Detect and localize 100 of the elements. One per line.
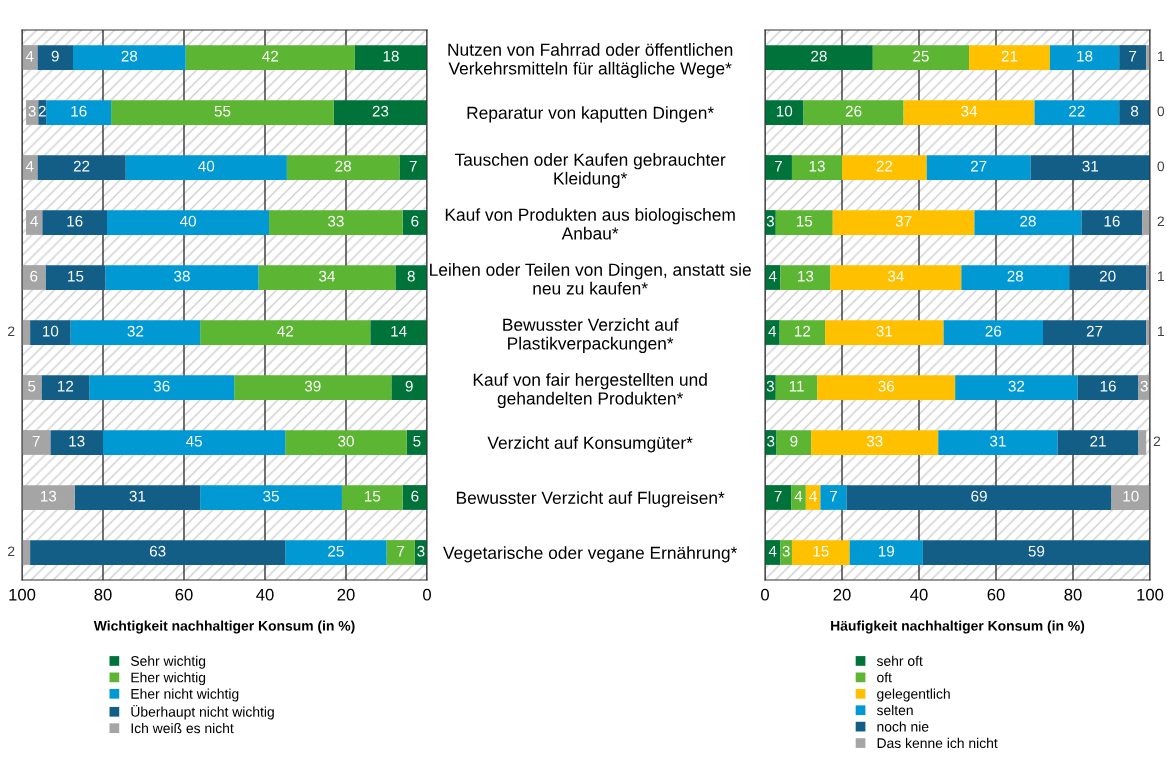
- data-label: 4: [30, 215, 38, 227]
- legend-label: Ich weiß es nicht: [131, 722, 234, 734]
- data-label: 10: [43, 325, 59, 337]
- x-axis-title: Wichtigkeit nachhaltiger Konsum (in %): [93, 620, 355, 634]
- bar: [922, 540, 1150, 565]
- bar: [805, 485, 821, 510]
- x-axis-title: Häufigkeit nachhaltiger Konsum (in %): [831, 620, 1085, 634]
- bar: [74, 485, 201, 510]
- data-label: 18: [1077, 50, 1093, 62]
- data-label: 4: [794, 490, 803, 502]
- data-label: 27: [970, 160, 987, 172]
- bar: [125, 155, 287, 180]
- data-label: 22: [876, 160, 893, 172]
- bar: [46, 100, 112, 125]
- data-label: 1: [1158, 51, 1164, 62]
- data-label: 32: [1008, 380, 1025, 392]
- bar: [811, 430, 939, 455]
- bar: [341, 485, 403, 510]
- bar: [50, 430, 103, 455]
- bar: [765, 45, 873, 70]
- bar: [765, 485, 792, 510]
- data-label: 3: [417, 545, 425, 557]
- bar: [872, 45, 970, 70]
- data-label: 63: [149, 545, 166, 557]
- x-tick-label: 100: [1137, 588, 1164, 601]
- data-label: 3: [28, 105, 36, 117]
- bar: [830, 265, 962, 290]
- bar: [1034, 100, 1120, 125]
- x-tick-label: 20: [337, 588, 355, 601]
- bar: [42, 210, 108, 235]
- data-label: 22: [1069, 105, 1085, 117]
- data-label: 4: [768, 270, 777, 282]
- data-label: 9: [405, 380, 413, 392]
- data-label: 16: [71, 105, 87, 117]
- bar: [1138, 430, 1147, 455]
- data-label: 2: [1157, 216, 1164, 227]
- bar: [765, 155, 792, 180]
- bar: [30, 320, 71, 345]
- x-tick-label: 40: [256, 588, 274, 601]
- bar: [111, 100, 334, 125]
- data-label: 42: [262, 50, 278, 62]
- legend-label: sehr oft: [876, 655, 923, 666]
- data-label: 13: [69, 435, 85, 447]
- data-label: 21: [1090, 435, 1106, 447]
- bar: [26, 210, 43, 235]
- data-label: 31: [990, 435, 1006, 447]
- data-label: 23: [372, 105, 389, 117]
- x-tick-label: 20: [833, 588, 851, 601]
- bar: [30, 540, 286, 565]
- data-label: 45: [185, 435, 202, 447]
- data-label: 16: [67, 215, 83, 227]
- data-label: 5: [28, 380, 36, 392]
- legend-label: Eher wichtig: [131, 672, 206, 686]
- data-label: 59: [1028, 545, 1045, 557]
- bar: [1111, 485, 1150, 510]
- bar: [37, 155, 126, 180]
- data-label: 7: [1129, 50, 1137, 62]
- bar: [285, 540, 387, 565]
- bar: [1119, 100, 1150, 125]
- bar: [107, 210, 270, 235]
- bar: [370, 320, 427, 345]
- data-label: 12: [795, 325, 811, 337]
- data-label: 3: [766, 215, 774, 227]
- bar: [791, 155, 842, 180]
- data-label: 4: [25, 50, 34, 62]
- bar: [354, 45, 427, 70]
- data-label: 32: [127, 325, 144, 337]
- data-label: 40: [198, 160, 215, 172]
- legend-label: Überhaupt nicht wichtig: [131, 705, 274, 720]
- bar: [22, 430, 51, 455]
- bar: [1049, 45, 1120, 70]
- data-label: 37: [895, 215, 912, 227]
- bar: [775, 375, 818, 400]
- bar: [765, 100, 804, 125]
- bar: [846, 485, 1112, 510]
- data-label: 1: [1158, 271, 1164, 282]
- data-label: 15: [364, 490, 381, 502]
- data-label: 21: [1001, 50, 1018, 62]
- y-tick-label: Kauf von Produkten aus biologischem Anbau*: [445, 208, 735, 240]
- bar: [386, 540, 415, 565]
- legend-label: oft: [877, 672, 892, 683]
- bar: [779, 320, 826, 345]
- bar: [955, 375, 1078, 400]
- bar: [961, 265, 1070, 290]
- bar: [1077, 375, 1139, 400]
- bar: [22, 485, 75, 510]
- bar: [1069, 265, 1147, 290]
- data-label: 0: [1157, 161, 1165, 172]
- bar: [200, 485, 342, 510]
- data-label: 7: [397, 545, 405, 557]
- bar: [391, 375, 427, 400]
- data-label: 25: [913, 50, 929, 62]
- data-label: 36: [878, 380, 895, 392]
- data-label: 19: [878, 545, 895, 557]
- bar: [969, 45, 1050, 70]
- data-label: 31: [876, 325, 893, 337]
- data-label: 28: [811, 50, 827, 62]
- data-label: 4: [25, 160, 34, 172]
- bar: [285, 430, 407, 455]
- x-tick-label: 40: [910, 588, 928, 601]
